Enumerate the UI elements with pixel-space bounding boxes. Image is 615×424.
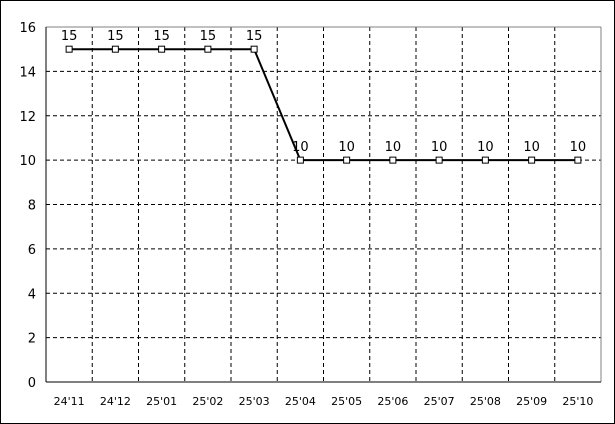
x-tick-label: 25'08 [470,395,501,408]
data-label: 15 [200,29,217,44]
x-tick-label: 25'07 [424,395,455,408]
series-line [69,48,578,162]
x-tick-label: 25'05 [331,395,362,408]
y-tick-label: 6 [28,243,36,258]
x-tick-label: 25'10 [562,395,593,408]
data-label: 10 [570,140,587,155]
x-tick-label: 25'09 [516,395,547,408]
data-point-marker [250,45,258,53]
x-tick-label: 24'12 [100,395,131,408]
x-tick-label: 25'06 [377,395,408,408]
data-point-marker [481,156,489,164]
y-tick-label: 10 [19,154,36,169]
data-label: 10 [477,140,494,155]
data-point-marker [389,156,397,164]
data-label: 10 [338,140,355,155]
data-point-marker [528,156,536,164]
data-point-marker [343,156,351,164]
data-label: 15 [153,29,170,44]
y-tick-label: 8 [28,199,36,214]
data-point-marker [65,45,73,53]
x-tick-label: 24'11 [54,395,85,408]
data-point-marker [435,156,443,164]
y-tick-label: 16 [19,21,36,36]
data-label: 15 [61,29,78,44]
y-tick-label: 4 [28,287,36,302]
data-point-marker [158,45,166,53]
data-label: 10 [431,140,448,155]
data-label: 10 [523,140,540,155]
y-tick-label: 14 [19,65,36,80]
x-tick-label: 25'03 [239,395,270,408]
x-tick-label: 25'02 [192,395,223,408]
x-tick-label: 25'01 [146,395,177,408]
data-label: 15 [246,29,263,44]
data-point-marker [111,45,119,53]
y-tick-label: 0 [28,376,36,391]
data-point-marker [204,45,212,53]
y-tick-label: 12 [19,110,36,125]
data-point-marker [296,156,304,164]
x-tick-label: 25'04 [285,395,316,408]
data-label: 15 [107,29,124,44]
data-label: 10 [385,140,402,155]
y-tick-label: 2 [28,332,36,347]
data-point-marker [574,156,582,164]
data-label: 10 [292,140,309,155]
